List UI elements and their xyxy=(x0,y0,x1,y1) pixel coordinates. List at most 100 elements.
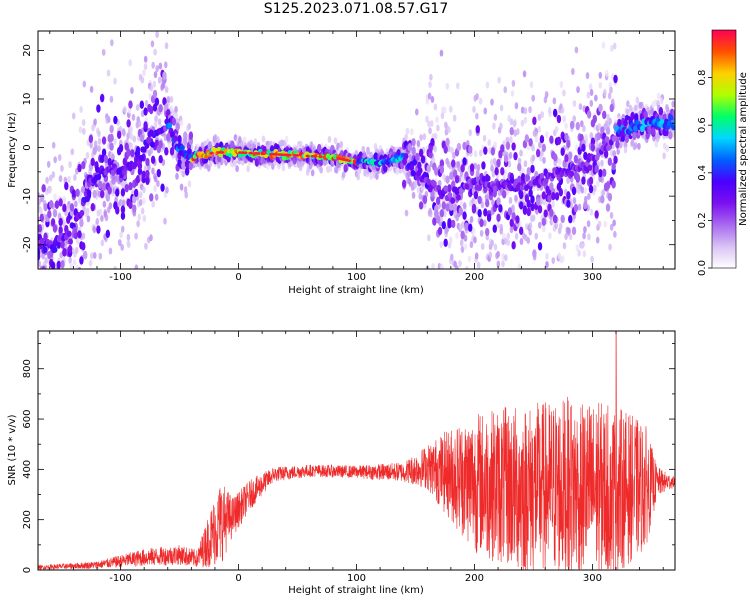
spectrogram-cell xyxy=(70,148,75,156)
spectrogram-cell xyxy=(140,207,145,215)
spectrogram-ridge-cell xyxy=(79,209,85,217)
spectrogram-cell xyxy=(526,199,531,209)
spectrogram-cell xyxy=(79,105,83,113)
spectrogram-cell xyxy=(568,151,573,160)
spectrogram-cell xyxy=(404,209,409,217)
spectrogram-cell xyxy=(461,175,465,183)
spectrogram-cell xyxy=(583,151,588,161)
spectrogram-cell xyxy=(143,107,148,116)
spectrogram-peak-cell xyxy=(295,154,300,157)
spectrogram-cell xyxy=(102,200,107,208)
spectrogram-cell xyxy=(434,167,439,176)
spectrogram-cell xyxy=(540,111,544,119)
spectrogram-cell xyxy=(568,233,573,241)
spectrogram-cell xyxy=(56,260,61,269)
spectrogram-cell xyxy=(413,181,418,189)
spectrogram-cell xyxy=(447,184,452,193)
spectrogram-cell xyxy=(575,173,580,182)
spectrogram-cell xyxy=(547,194,552,203)
spectrogram-cell xyxy=(519,149,523,157)
spectrogram-peak-cell xyxy=(256,152,261,155)
spectrogram-cell xyxy=(475,112,479,120)
spectrogram-cell xyxy=(38,224,43,233)
spectrogram-cell xyxy=(528,228,533,236)
spectrogram-cell xyxy=(507,160,512,168)
spectrogram-cell xyxy=(43,202,48,212)
spectrogram-cell xyxy=(120,188,126,197)
spectrogram-cell xyxy=(153,121,158,129)
spectrogram-cell xyxy=(429,119,434,127)
spectrogram-cell xyxy=(38,286,42,293)
spectrogram-cell xyxy=(439,215,444,223)
spectrogram-cell xyxy=(64,181,69,191)
spectrogram-cell xyxy=(47,186,52,194)
spectrogram-cell xyxy=(97,130,101,138)
spectrogram-ridge-cell xyxy=(569,170,575,177)
spectrogram-cell xyxy=(58,226,63,235)
spectrogram-cell xyxy=(98,180,103,190)
spectrogram-cell xyxy=(499,104,504,112)
spectrogram-cell xyxy=(589,99,594,107)
spectrogram-cell xyxy=(62,219,66,227)
spectrogram-cell xyxy=(531,154,536,162)
spectrogram-cell xyxy=(132,135,137,143)
spectrogram-cell xyxy=(109,133,114,143)
spectrogram-cell xyxy=(343,164,348,173)
x-tick-label: 100 xyxy=(347,573,366,584)
spectrogram-cell xyxy=(155,31,159,39)
spectrogram-cell xyxy=(158,104,163,113)
spectrogram-cell xyxy=(183,186,188,194)
spectrogram-cell xyxy=(39,320,43,327)
spectrogram-cell xyxy=(483,208,488,217)
spectrogram-cell xyxy=(57,154,62,162)
snr-x-axis-label: Height of straight line (km) xyxy=(288,585,424,596)
spectrogram-cell xyxy=(557,288,561,295)
spectrogram-ridge-cell xyxy=(443,185,449,192)
spectrogram-cell xyxy=(428,207,432,215)
spectrogram-cell xyxy=(134,232,138,240)
spectrogram-cell xyxy=(109,142,114,151)
spectrogram-cell xyxy=(611,180,616,189)
spectrogram-cell xyxy=(51,171,56,179)
spectrogram-ridge-cell xyxy=(39,237,45,245)
spectrogram-cell xyxy=(126,119,131,128)
spectrogram-cell xyxy=(557,158,562,166)
spectrogram-cell xyxy=(131,113,136,121)
spectrogram-cell xyxy=(528,188,533,198)
spectrogram-ridge-cell xyxy=(509,177,515,184)
spectrogram-cell xyxy=(632,131,637,141)
spectrogram-cell xyxy=(534,232,539,240)
spectrogram-cell xyxy=(605,203,611,212)
colorbar-tick-label: 0.4 xyxy=(697,165,708,181)
spectrogram-cell xyxy=(529,81,534,89)
spectrogram-cell xyxy=(443,145,448,154)
spectrogram-cell xyxy=(103,154,109,164)
spectrogram-cell xyxy=(101,182,107,191)
spectrogram-cell xyxy=(333,137,338,145)
spectrogram-cell xyxy=(439,49,444,57)
spectrogram-cell xyxy=(500,144,505,153)
spectrogram-cell xyxy=(48,286,52,293)
spectrogram-cell xyxy=(594,94,598,102)
spectrogram-cell xyxy=(509,218,514,228)
spectrogram-cell xyxy=(445,203,450,212)
spectrogram-cell xyxy=(596,132,601,141)
spectrogram-cell xyxy=(72,258,77,266)
spectrogram-cell xyxy=(501,232,506,240)
spectrogram-cell xyxy=(174,105,178,113)
spectrogram-cell xyxy=(119,231,123,239)
spectrogram-cell xyxy=(471,203,477,213)
spectrogram-cell xyxy=(45,290,49,297)
spectrogram-peak-cell xyxy=(219,151,225,154)
spectrogram-cell xyxy=(533,282,537,289)
spectrogram-cell xyxy=(531,94,536,102)
spectrogram-cell xyxy=(448,236,453,244)
spectrogram-ridge-cell xyxy=(632,125,638,132)
spectrogram-cell xyxy=(556,114,562,124)
spectrogram-cell xyxy=(433,132,438,140)
spectrogram-cell xyxy=(490,239,494,247)
y-tick-label: 600 xyxy=(22,410,33,429)
spectrogram-cell xyxy=(144,99,149,107)
spectrogram-cell xyxy=(587,233,591,241)
spectrogram-cell xyxy=(183,136,188,145)
